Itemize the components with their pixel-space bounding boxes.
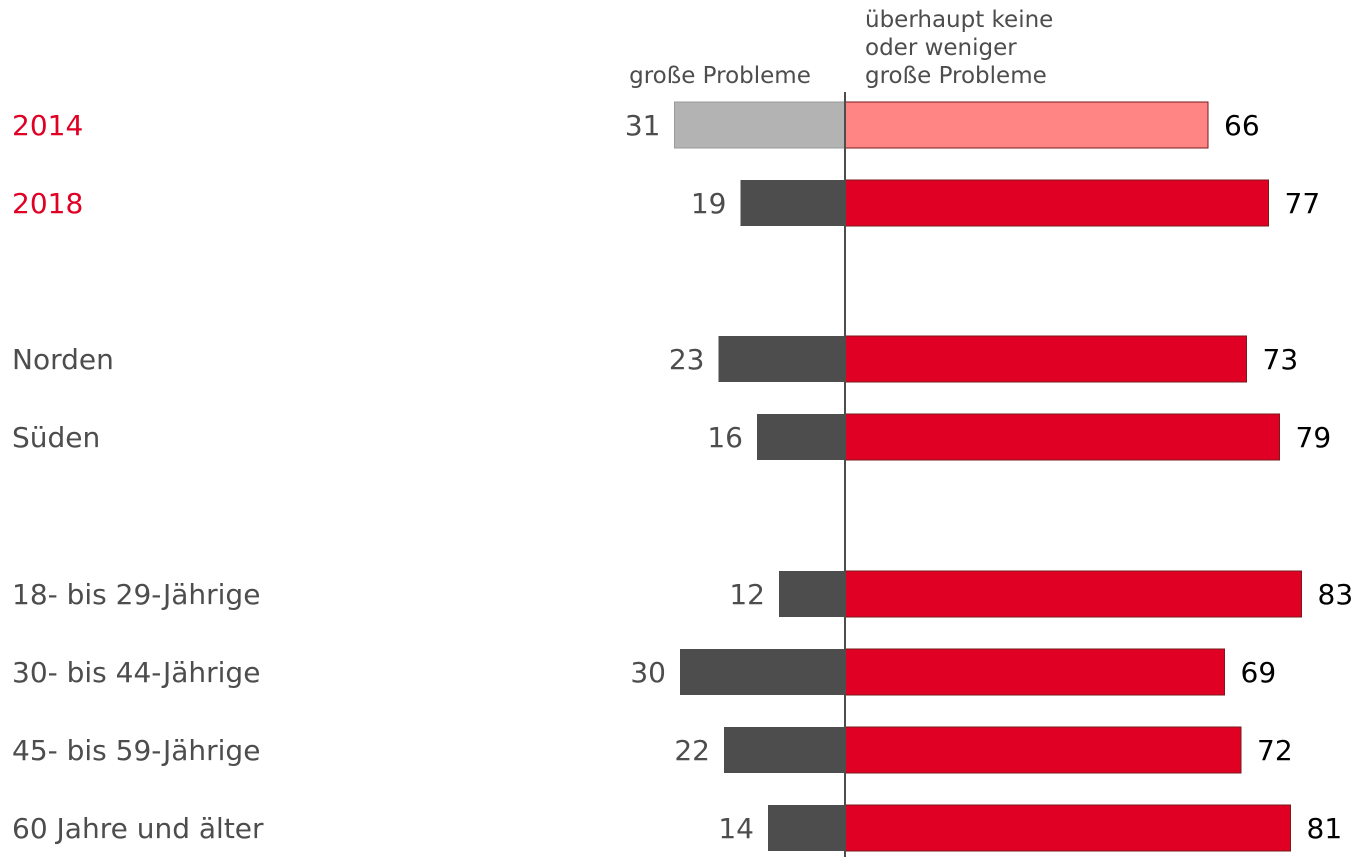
value-right-s-den: 79 xyxy=(1296,421,1332,454)
value-left-30-bis-44-j-hrige: 30 xyxy=(630,656,666,689)
category-label-30-bis-44-j-hrige: 30- bis 44-Jährige xyxy=(12,656,260,689)
bar-right-60-jahre-und-lter xyxy=(844,804,1291,852)
category-label-18-bis-29-j-hrige: 18- bis 29-Jährige xyxy=(12,578,260,611)
value-right-2018: 77 xyxy=(1285,187,1321,220)
value-left-45-bis-59-j-hrige: 22 xyxy=(674,734,710,767)
value-right-45-bis-59-j-hrige: 72 xyxy=(1257,734,1293,767)
value-right-60-jahre-und-lter: 81 xyxy=(1307,812,1343,845)
right-column-header-line-2: oder weniger xyxy=(865,35,1017,61)
bar-left-45-bis-59-j-hrige xyxy=(724,727,845,773)
value-left-18-bis-29-j-hrige: 12 xyxy=(729,578,765,611)
bar-right-s-den xyxy=(844,413,1280,461)
bar-right-2018 xyxy=(844,179,1269,227)
bar-left-30-bis-44-j-hrige xyxy=(680,649,845,695)
bar-right-30-bis-44-j-hrige xyxy=(844,648,1225,696)
bar-left-18-bis-29-j-hrige xyxy=(779,571,845,617)
value-left-60-jahre-und-lter: 14 xyxy=(718,812,754,845)
value-right-30-bis-44-j-hrige: 69 xyxy=(1241,656,1277,689)
bar-left-norden xyxy=(718,336,845,382)
value-left-2018: 19 xyxy=(691,187,727,220)
bar-left-2014 xyxy=(674,101,846,149)
bar-right-norden xyxy=(844,335,1247,383)
category-label-60-jahre-und-lter: 60 Jahre und älter xyxy=(12,812,264,845)
value-right-18-bis-29-j-hrige: 83 xyxy=(1318,578,1354,611)
value-left-norden: 23 xyxy=(669,343,705,376)
category-label-2018: 2018 xyxy=(12,187,83,220)
bar-right-45-bis-59-j-hrige xyxy=(844,726,1242,774)
category-label-s-den: Süden xyxy=(12,421,100,454)
bar-right-18-bis-29-j-hrige xyxy=(844,570,1302,618)
chart-rows: 2014 31 66 2018 19 77 Norden 23 73 Süden 16 79 18- b… xyxy=(12,101,1354,852)
bar-right-2014 xyxy=(844,101,1209,149)
right-column-header-line-1: überhaupt keine xyxy=(865,7,1053,33)
bar-left-s-den xyxy=(757,414,845,460)
right-column-header-line-3: große Probleme xyxy=(865,63,1047,89)
category-label-45-bis-59-j-hrige: 45- bis 59-Jährige xyxy=(12,734,260,767)
value-right-norden: 73 xyxy=(1263,343,1299,376)
left-column-header: große Probleme xyxy=(629,63,811,89)
value-right-2014: 66 xyxy=(1224,109,1260,142)
bar-left-60-jahre-und-lter xyxy=(768,805,845,851)
category-label-norden: Norden xyxy=(12,343,114,376)
bar-left-2018 xyxy=(740,180,845,226)
value-left-2014: 31 xyxy=(625,109,661,142)
category-label-2014: 2014 xyxy=(12,109,83,142)
value-left-s-den: 16 xyxy=(707,421,743,454)
